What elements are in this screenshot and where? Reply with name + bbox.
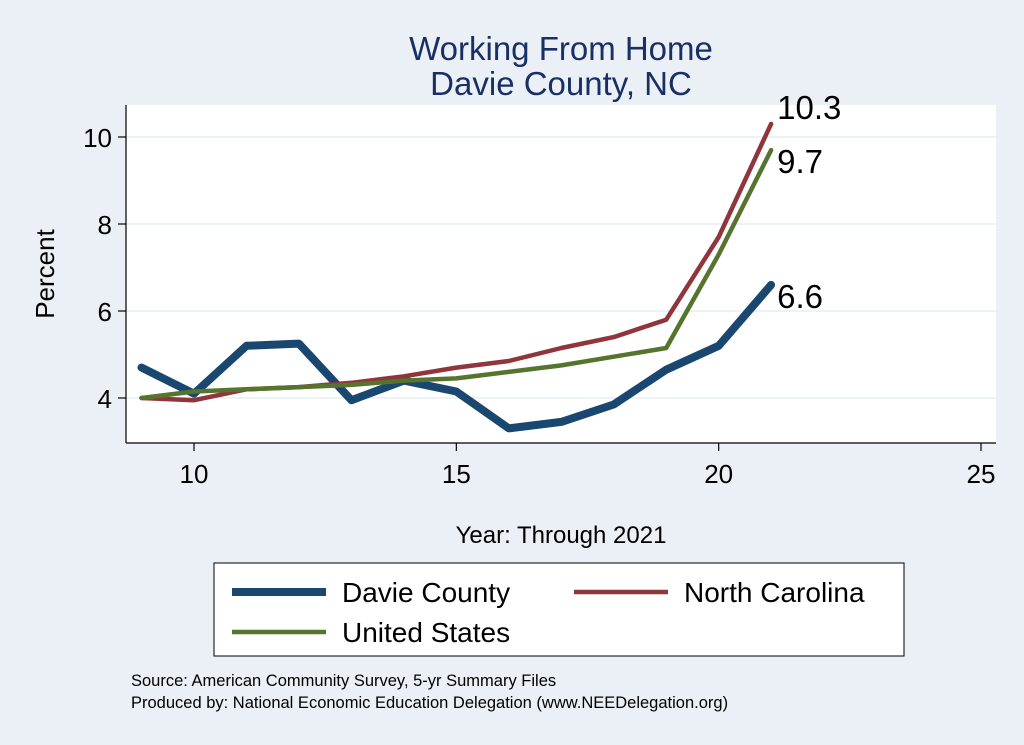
legend-label-united-states: United States (342, 617, 510, 648)
end-label-north-carolina: 10.3 (777, 89, 841, 126)
end-label-davie-county: 6.6 (777, 278, 823, 315)
legend: Davie County North Carolina United States (232, 577, 865, 648)
axes (125, 105, 996, 444)
end-labels: 6.6 10.3 9.7 (777, 89, 841, 315)
x-tick-label-15: 15 (442, 459, 471, 489)
x-tick-label-25: 25 (967, 459, 996, 489)
series-layer (137, 121, 776, 433)
grid-lines (126, 136, 996, 399)
end-label-united-states: 9.7 (777, 143, 823, 180)
chart-title: Working From Home (409, 30, 713, 67)
legend-label-davie-county: Davie County (342, 577, 510, 608)
chart-subtitle: Davie County, NC (430, 65, 692, 102)
y-tick-label-6: 6 (98, 297, 112, 327)
legend-box (213, 562, 905, 657)
legend-label-north-carolina: North Carolina (684, 577, 865, 608)
y-tick-label-4: 4 (98, 384, 112, 414)
y-axis-label: Percent (30, 228, 60, 318)
source-note: Source: American Community Survey, 5-yr … (131, 672, 556, 690)
producer-note: Produced by: National Economic Education… (131, 694, 728, 712)
series-line-united-states (139, 147, 774, 401)
y-tick-label-8: 8 (98, 210, 112, 240)
series-line-davie-county (137, 280, 776, 433)
plot-area (126, 105, 996, 443)
x-tick-label-10: 10 (180, 459, 209, 489)
x-axis-label: Year: Through 2021 (456, 522, 667, 549)
ticks: 4 6 8 10 10 15 20 25 (83, 123, 995, 489)
y-tick-label-10: 10 (83, 123, 112, 153)
x-tick-label-20: 20 (704, 459, 733, 489)
